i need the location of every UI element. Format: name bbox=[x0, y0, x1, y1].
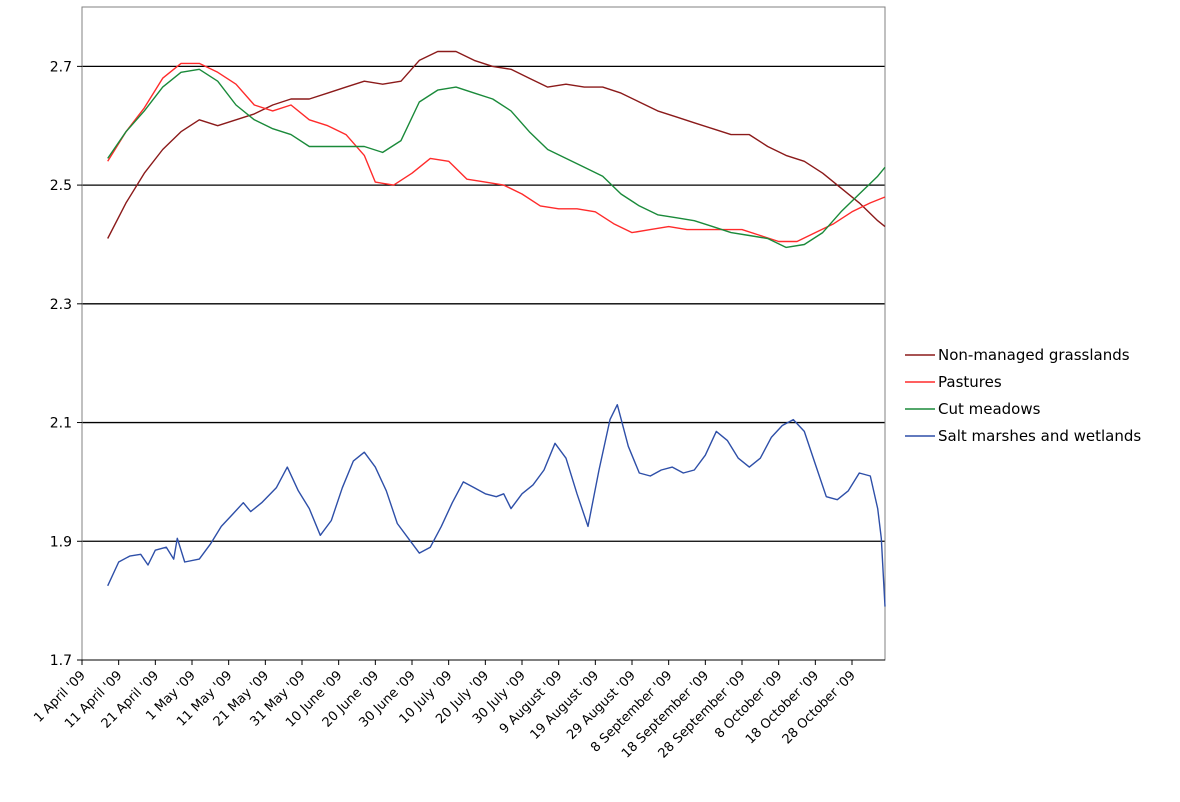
series-line-2 bbox=[107, 68, 886, 249]
plot-area bbox=[81, 6, 886, 661]
series-line-3 bbox=[107, 404, 886, 607]
series-line-1 bbox=[107, 62, 886, 243]
series-line-0 bbox=[107, 50, 886, 239]
gridlines bbox=[82, 65, 885, 542]
y-tick-label: 1.7 bbox=[50, 653, 72, 669]
y-tick-label: 2.5 bbox=[50, 178, 72, 194]
legend-label: Pastures bbox=[938, 373, 1002, 391]
series bbox=[107, 50, 886, 607]
legend-label: Salt marshes and wetlands bbox=[938, 427, 1141, 445]
legend-label: Cut meadows bbox=[938, 400, 1041, 418]
y-tick-label: 1.9 bbox=[50, 534, 72, 550]
legend: Non-managed grasslands Pastures Cut meadow… bbox=[905, 346, 1141, 445]
legend-label: Non-managed grasslands bbox=[938, 346, 1130, 364]
y-tick-label: 2.7 bbox=[50, 59, 72, 75]
y-tick-label: 2.3 bbox=[50, 297, 72, 313]
y-tick-label: 2.1 bbox=[50, 416, 72, 432]
